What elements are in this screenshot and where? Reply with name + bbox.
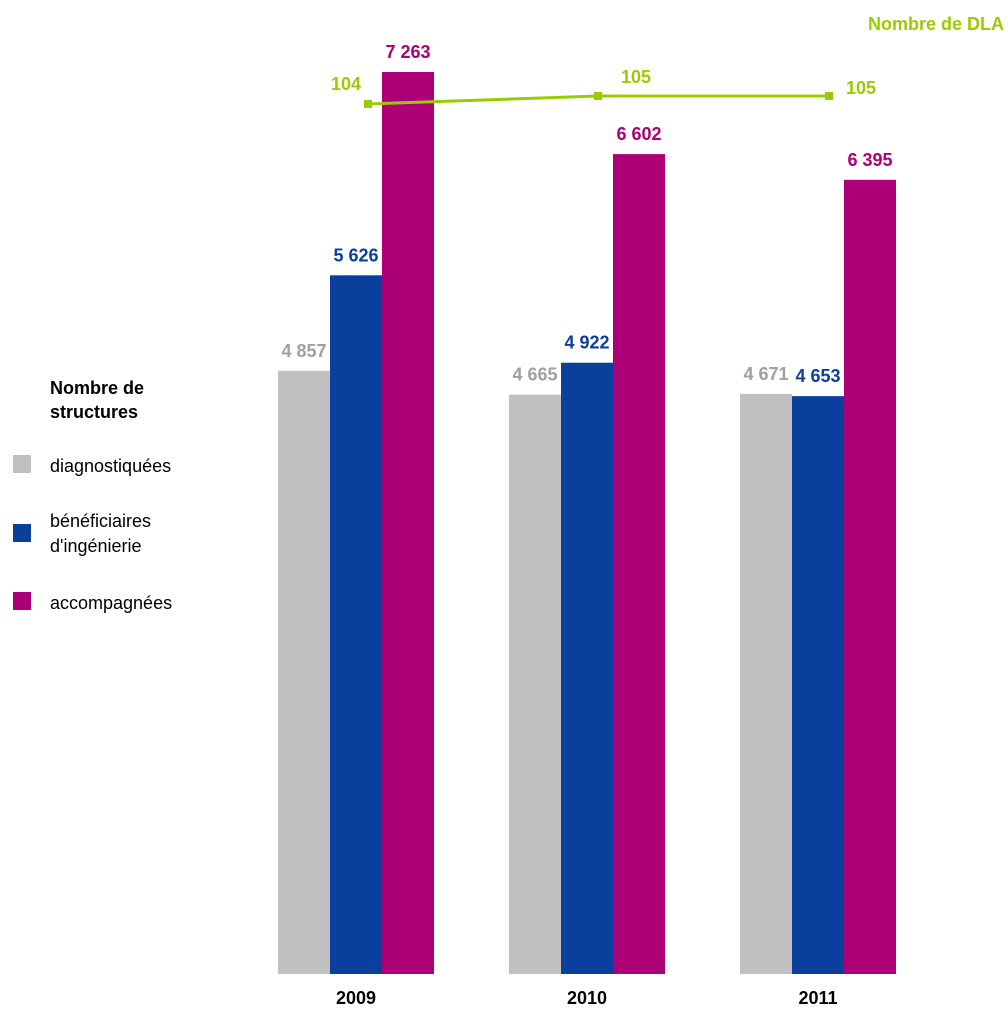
legend-label-beneficiaires-line-1: bénéficiaires	[50, 511, 151, 531]
line-value-label-2009: 104	[331, 74, 361, 94]
category-label-2010: 2010	[567, 988, 607, 1008]
line-value-label-2010: 105	[621, 67, 651, 87]
value-label-accompagnees-2009: 7 263	[385, 42, 430, 62]
labels-layer: 4 857 5 626 7 263 2009 4 665 4 922 6 602 2010 4 …	[281, 42, 892, 1008]
bar-accompagnees-2011	[844, 179, 896, 975]
line-layer: 104 105 105	[331, 67, 876, 108]
legend-label-diagnostiquees: diagnostiquées	[50, 456, 171, 476]
value-label-beneficiaires-d-ingenierie-2009: 5 626	[333, 245, 378, 265]
bar-accompagnees-2009	[382, 72, 434, 974]
line-value-label-2011: 105	[846, 78, 876, 98]
legend-label-beneficiaires-line-2: d'ingénierie	[50, 536, 142, 556]
bar-diagnostiquees-2011	[740, 393, 792, 975]
legend-title-line-2: structures	[50, 402, 138, 422]
value-label-beneficiaires-d-ingenierie-2011: 4 653	[795, 366, 840, 386]
value-label-accompagnees-2011: 6 395	[847, 150, 892, 170]
bars-layer	[278, 72, 896, 975]
category-label-2011: 2011	[798, 988, 837, 1008]
legend: Nombre de structures diagnostiquées béné…	[13, 378, 172, 613]
value-label-beneficiaires-d-ingenierie-2010: 4 922	[564, 333, 609, 353]
bar-accompagnees-2010	[613, 154, 665, 974]
value-label-diagnostiquees-2011: 4 671	[743, 364, 788, 384]
legend-swatch-beneficiaires	[13, 524, 31, 542]
line-marker-2011	[825, 92, 833, 100]
legend-label-accompagnees: accompagnées	[50, 593, 172, 613]
line-marker-2009	[364, 100, 372, 108]
bar-beneficiaires-d-ingenierie-2010	[561, 362, 613, 974]
bar-diagnostiquees-2009	[278, 370, 330, 974]
bar-beneficiaires-d-ingenierie-2011	[792, 396, 844, 974]
value-label-accompagnees-2010: 6 602	[616, 124, 661, 144]
category-label-2009: 2009	[336, 988, 376, 1008]
legend-title-line-1: Nombre de	[50, 378, 144, 398]
legend-swatch-accompagnees	[13, 592, 31, 610]
line-marker-2010	[594, 92, 602, 100]
value-label-diagnostiquees-2009: 4 857	[281, 341, 326, 361]
bar-beneficiaires-d-ingenierie-2009	[330, 275, 382, 974]
bar-diagnostiquees-2010	[509, 394, 561, 974]
value-label-diagnostiquees-2010: 4 665	[512, 365, 557, 385]
line-series-title: Nombre de DLA	[868, 14, 1004, 34]
legend-swatch-diagnostiquees	[13, 455, 31, 473]
